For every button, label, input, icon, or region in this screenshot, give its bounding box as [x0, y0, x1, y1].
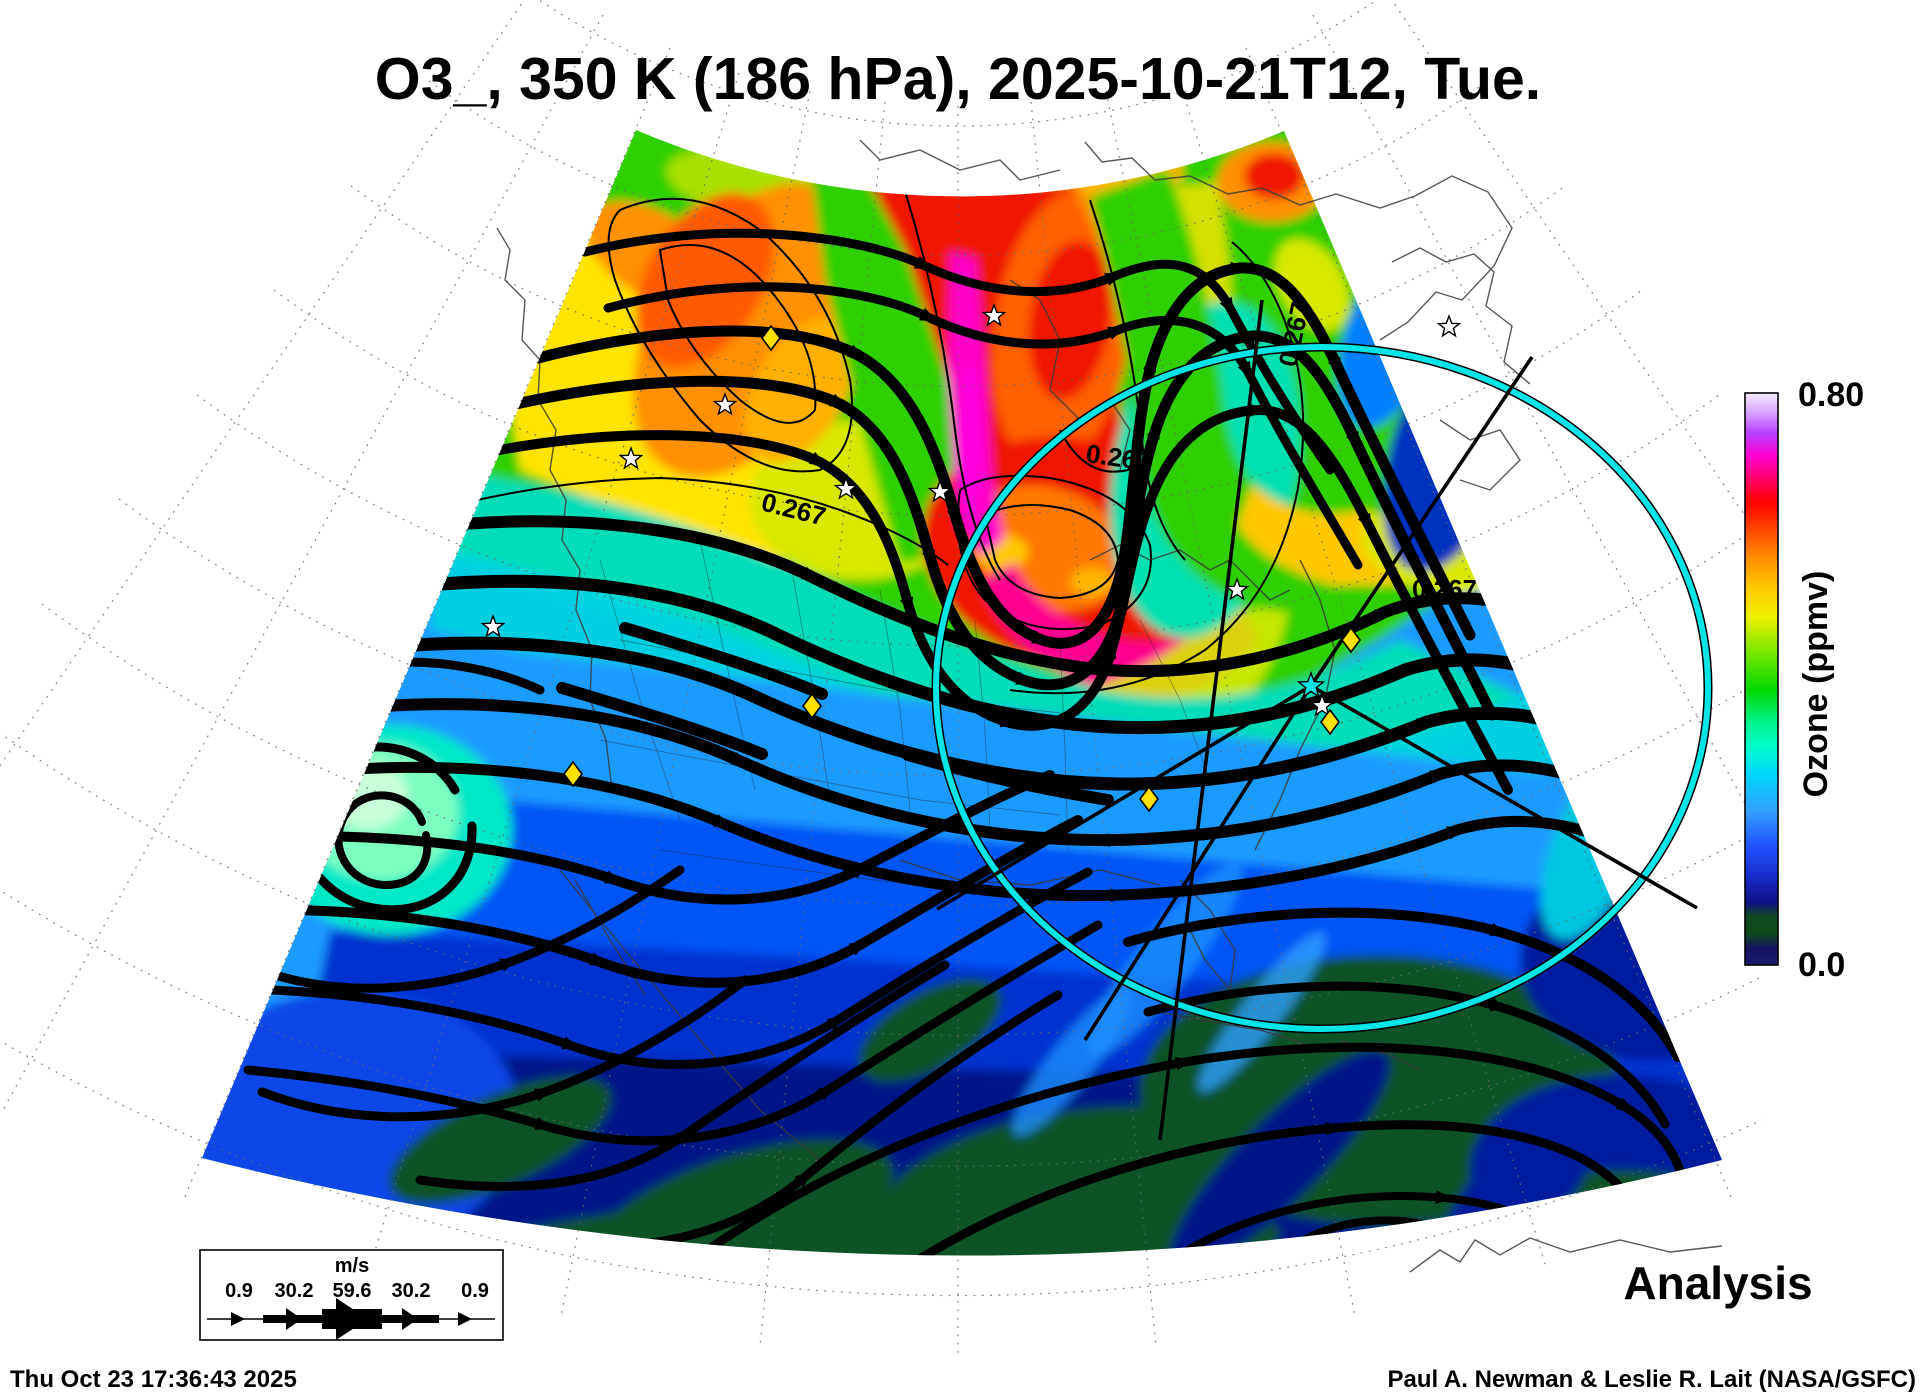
svg-text:Ozone (ppmv): Ozone (ppmv)	[1797, 571, 1835, 798]
svg-text:30.2: 30.2	[392, 1280, 431, 1302]
svg-text:0.80: 0.80	[1798, 376, 1864, 414]
svg-text:0.9: 0.9	[461, 1280, 489, 1302]
svg-text:O3_, 350 K (186 hPa), 2025-10-: O3_, 350 K (186 hPa), 2025-10-21T12, Tue…	[375, 46, 1541, 112]
svg-text:Thu Oct 23 17:36:43 2025: Thu Oct 23 17:36:43 2025	[10, 1366, 297, 1393]
svg-text:Paul A. Newman & Leslie R. Lai: Paul A. Newman & Leslie R. Lait (NASA/GS…	[1387, 1366, 1916, 1393]
svg-text:m/s: m/s	[335, 1255, 369, 1277]
svg-text:0.9: 0.9	[225, 1280, 253, 1302]
svg-text:Analysis: Analysis	[1623, 1257, 1812, 1309]
svg-text:59.6: 59.6	[333, 1280, 372, 1302]
svg-text:0.0: 0.0	[1798, 946, 1845, 984]
svg-text:30.2: 30.2	[275, 1280, 314, 1302]
